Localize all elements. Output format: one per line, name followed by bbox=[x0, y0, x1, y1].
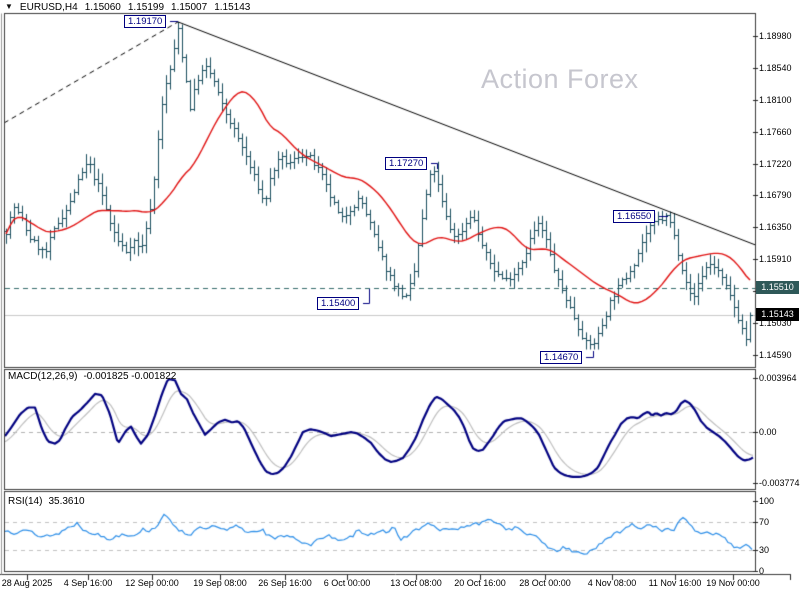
price-annotation-low: 1.14670 bbox=[540, 351, 583, 364]
chart-header: ▼ EURUSD,H4 1.15060 1.15199 1.15007 1.15143 bbox=[5, 2, 250, 13]
symbol-timeframe-label: EURUSD,H4 bbox=[19, 2, 78, 13]
current-price-axis-badge: 1.15143 bbox=[756, 308, 799, 321]
rsi-title: RSI(14) bbox=[8, 496, 43, 507]
symbol-dropdown-icon[interactable]: ▼ bbox=[5, 2, 13, 11]
level-axis-badge: 1.15510 bbox=[756, 281, 799, 294]
ohlc-close-value: 1.15143 bbox=[214, 2, 251, 13]
rsi-title-row: RSI(14) 35.3610 bbox=[8, 496, 85, 507]
rsi-value: 35.3610 bbox=[48, 496, 85, 507]
price-annotation-peak: 1.19170 bbox=[124, 15, 167, 28]
price-annotation-lower-high: 1.16550 bbox=[613, 210, 656, 223]
price-annotation-support: 1.15400 bbox=[317, 297, 360, 310]
macd-title-row: MACD(12,26,9) -0.001825 -0.001822 bbox=[8, 371, 176, 382]
macd-values: -0.001825 -0.001822 bbox=[83, 371, 177, 382]
ohlc-high-value: 1.15199 bbox=[127, 2, 165, 13]
price-annotation-swing-high: 1.17270 bbox=[385, 157, 428, 170]
ohlc-open-value: 1.15060 bbox=[84, 2, 121, 13]
ohlc-low-value: 1.15007 bbox=[171, 2, 208, 13]
macd-title: MACD(12,26,9) bbox=[8, 371, 78, 382]
